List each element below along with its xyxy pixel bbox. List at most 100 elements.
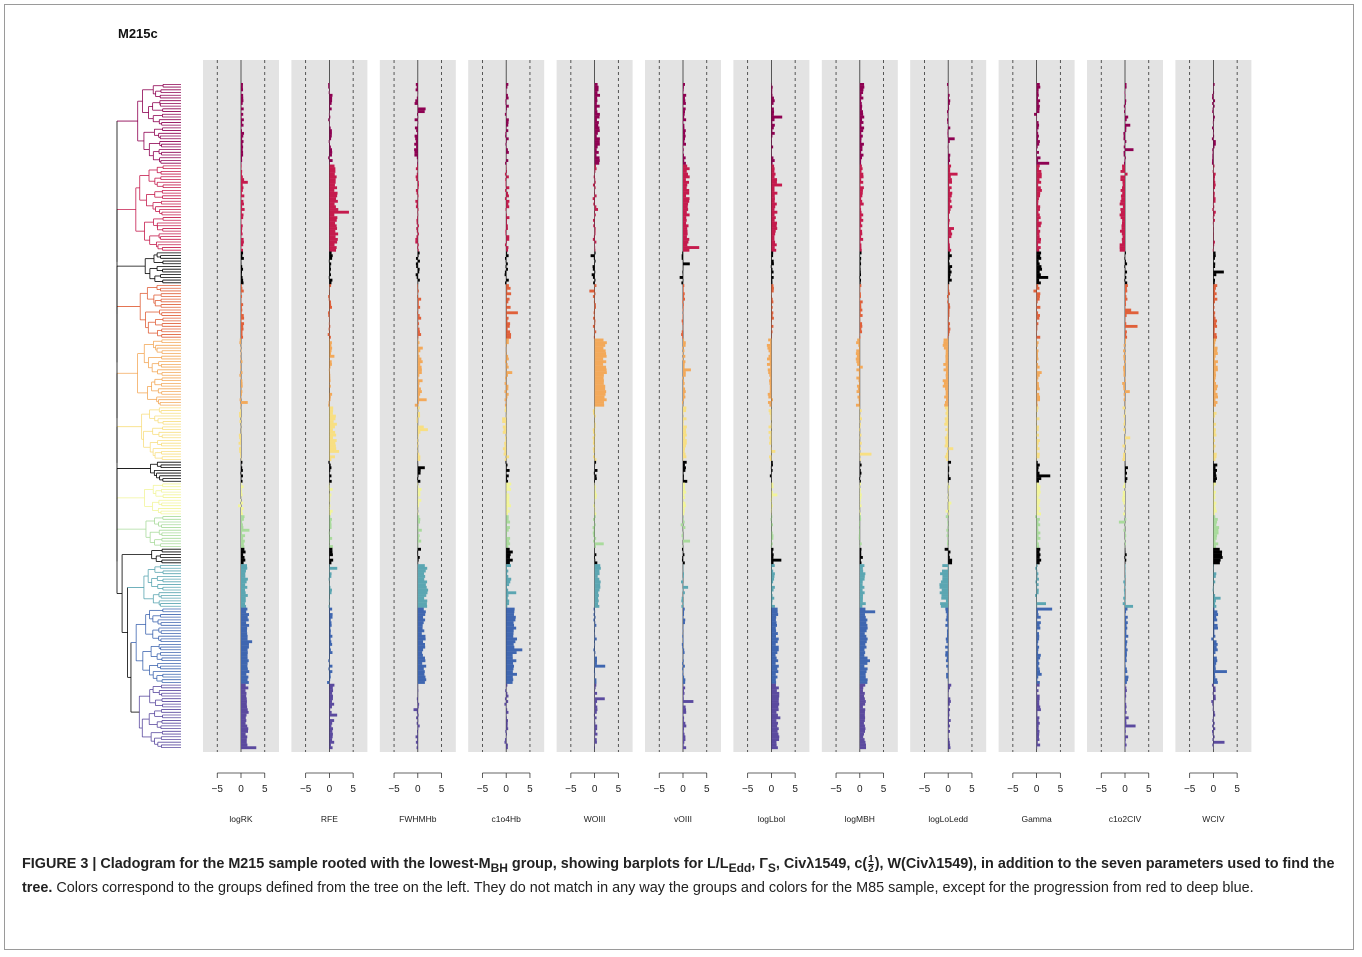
bar xyxy=(948,566,949,570)
bar xyxy=(1213,555,1223,559)
bar xyxy=(948,330,950,334)
bar xyxy=(1036,343,1038,347)
bar xyxy=(1125,686,1127,690)
bar xyxy=(1125,651,1127,655)
bar xyxy=(1036,645,1040,649)
bar xyxy=(417,659,426,663)
bar xyxy=(241,618,249,622)
bar xyxy=(1123,134,1125,138)
bar xyxy=(683,398,685,402)
bar xyxy=(417,700,418,703)
bar xyxy=(947,648,949,652)
bar xyxy=(1213,545,1217,548)
bar xyxy=(415,740,418,744)
bar xyxy=(241,295,243,298)
x-tick-label: 5 xyxy=(262,784,268,795)
bar xyxy=(769,373,772,377)
panel-label-FWHMHb: FWHMHb xyxy=(399,814,437,824)
bar xyxy=(329,409,334,413)
bar xyxy=(594,240,597,244)
bar xyxy=(859,447,861,451)
bar xyxy=(241,724,248,728)
bar xyxy=(506,455,510,459)
bar xyxy=(944,406,949,410)
bar xyxy=(771,205,776,209)
x-tick-label: 5 xyxy=(350,784,356,795)
bar xyxy=(683,691,685,695)
bar xyxy=(683,102,686,105)
bar xyxy=(859,686,864,690)
bar xyxy=(415,256,418,260)
bar xyxy=(683,362,685,366)
bar xyxy=(1124,159,1125,162)
bar xyxy=(1125,599,1126,603)
bar xyxy=(594,365,607,369)
bar xyxy=(942,384,949,388)
bar xyxy=(771,286,774,290)
bar xyxy=(504,444,507,448)
bar xyxy=(241,96,244,100)
bar xyxy=(329,354,335,358)
bar xyxy=(329,267,331,271)
bar xyxy=(594,740,597,744)
bar xyxy=(1212,208,1214,211)
bar xyxy=(1125,691,1126,695)
bar xyxy=(241,319,242,323)
bar xyxy=(1036,558,1042,562)
bar xyxy=(1036,368,1038,372)
bar xyxy=(329,550,333,554)
bar xyxy=(769,474,772,478)
bar xyxy=(1212,719,1214,722)
bar xyxy=(946,433,949,437)
bar xyxy=(505,99,507,103)
bar xyxy=(505,142,507,146)
bar xyxy=(771,199,775,203)
bar xyxy=(1212,738,1214,741)
bar xyxy=(506,572,508,576)
bar xyxy=(682,376,683,380)
bar xyxy=(1212,702,1214,706)
bar xyxy=(768,354,772,358)
bar xyxy=(1213,346,1218,350)
bar xyxy=(592,455,595,459)
bar xyxy=(241,284,242,288)
bar xyxy=(771,626,776,630)
bar xyxy=(859,167,863,171)
bar xyxy=(417,322,420,326)
bar xyxy=(240,352,241,355)
bar xyxy=(1036,452,1040,456)
bar xyxy=(506,129,509,133)
bar xyxy=(594,229,596,233)
bar xyxy=(594,360,607,364)
bar xyxy=(1121,221,1125,225)
bar xyxy=(945,411,949,415)
bar xyxy=(241,591,246,595)
bar xyxy=(241,382,243,385)
bar xyxy=(241,667,248,671)
bar xyxy=(328,599,330,603)
bar xyxy=(940,604,949,608)
bar xyxy=(329,621,332,625)
bar xyxy=(771,88,773,92)
bar xyxy=(329,632,331,635)
bar xyxy=(594,716,597,720)
bar xyxy=(594,651,596,655)
bar xyxy=(241,384,243,388)
bar xyxy=(683,167,690,171)
bar xyxy=(1125,118,1127,122)
bar xyxy=(1213,477,1217,481)
bar xyxy=(241,683,246,687)
bar xyxy=(594,384,606,388)
bar xyxy=(1123,588,1125,592)
bar xyxy=(948,229,952,233)
bar xyxy=(505,189,507,192)
bar xyxy=(241,729,249,733)
bar xyxy=(1036,501,1040,505)
bar xyxy=(241,735,248,739)
bar xyxy=(859,221,862,225)
bar xyxy=(771,607,778,611)
bar xyxy=(506,83,509,86)
bar xyxy=(771,208,775,211)
bar xyxy=(683,186,687,190)
bar xyxy=(771,708,779,712)
